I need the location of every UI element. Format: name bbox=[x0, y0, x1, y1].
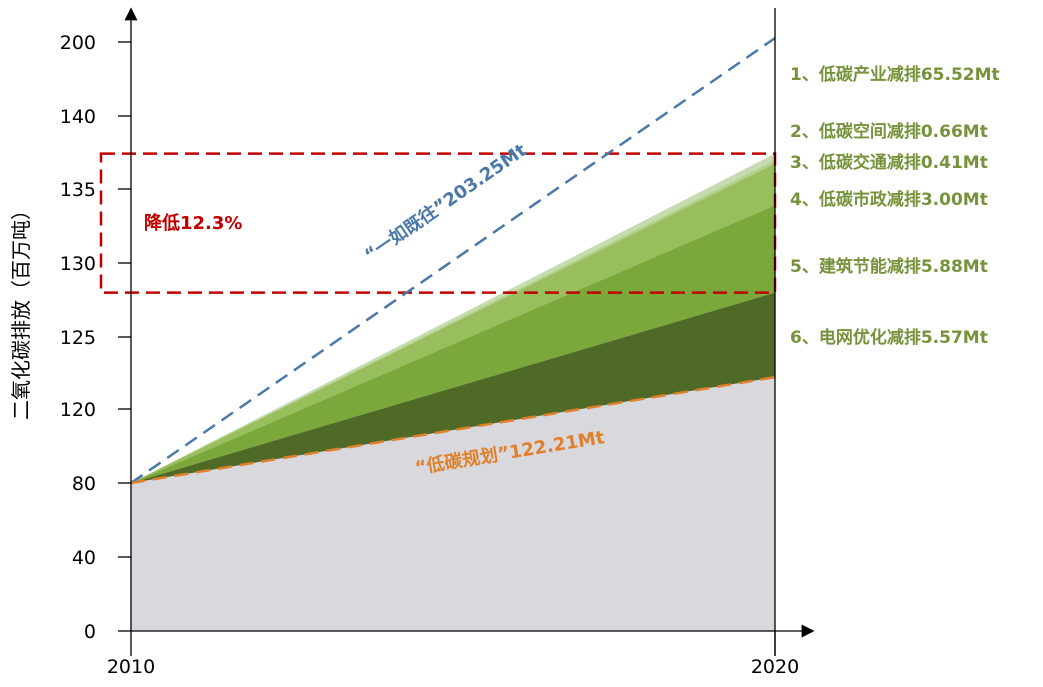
reduction-band-4 bbox=[131, 205, 775, 483]
x-tick-label-1: 2020 bbox=[751, 656, 799, 678]
plan-area-fill bbox=[131, 377, 775, 631]
legend-label-3: 3、低碳交通减排0.41Mt bbox=[790, 152, 988, 173]
reduction-percent-label: 降低12.3% bbox=[144, 212, 242, 234]
y-tick-label-2: 80 bbox=[72, 473, 96, 495]
y-tick-label-5: 130 bbox=[60, 253, 96, 275]
y-axis-label: 二氧化碳排放（百万吨） bbox=[9, 200, 33, 420]
y-tick-label-3: 120 bbox=[60, 399, 96, 421]
legend-label-6: 6、电网优化减排5.57Mt bbox=[790, 327, 988, 348]
bau-label: “一如既往”203.25Mt bbox=[360, 139, 531, 266]
reduction-band-1 bbox=[131, 153, 775, 483]
y-tick-label-1: 40 bbox=[72, 547, 96, 569]
reduction-band-2 bbox=[131, 160, 775, 483]
y-tick-label-4: 125 bbox=[60, 327, 96, 349]
x-tick-label-0: 2010 bbox=[107, 656, 155, 678]
legend-label-2: 2、低碳空间减排0.66Mt bbox=[790, 121, 988, 142]
reduction-band-5 bbox=[131, 292, 775, 483]
y-tick-label-6: 135 bbox=[60, 179, 96, 201]
y-tick-label-8: 200 bbox=[60, 32, 96, 54]
legend-label-1: 1、低碳产业减排65.52Mt bbox=[790, 64, 1000, 85]
legend-label-4: 4、低碳市政减排3.00Mt bbox=[790, 189, 988, 210]
y-tick-label-7: 140 bbox=[60, 106, 96, 128]
y-tick-label-0: 0 bbox=[84, 621, 96, 643]
legend-label-5: 5、建筑节能减排5.88Mt bbox=[790, 256, 988, 277]
